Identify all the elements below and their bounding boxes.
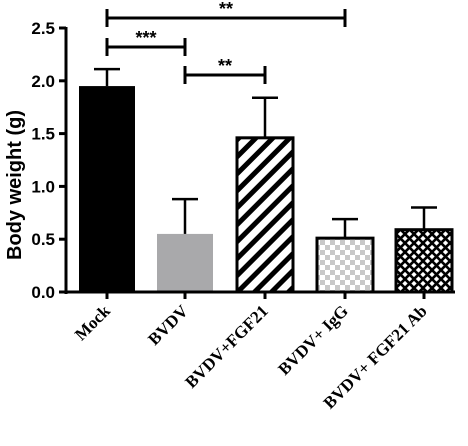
error-bars xyxy=(94,67,437,239)
y-tick-label: 2.0 xyxy=(31,72,55,91)
x-category-label: BVDV+FGF21 xyxy=(181,301,271,391)
bar-1 xyxy=(157,233,213,292)
y-tick-label: 1.5 xyxy=(31,125,55,144)
bar-4 xyxy=(394,228,454,294)
y-axis: 0.0 0.5 1.0 1.5 2.0 2.5 xyxy=(31,19,68,302)
y-tick-label: 0.0 xyxy=(31,283,55,302)
y-axis-label: Body weight (g) xyxy=(4,110,26,260)
bar-0 xyxy=(79,86,135,292)
x-category-label: BVDV+ IgG xyxy=(274,301,351,378)
y-tick-label: 0.5 xyxy=(31,230,55,249)
bars xyxy=(79,86,454,294)
x-category-label: Mock xyxy=(71,301,114,344)
significance-label: ** xyxy=(219,0,233,19)
y-tick-label: 2.5 xyxy=(31,19,55,38)
x-category-label: BVDV xyxy=(144,301,192,349)
bar-3 xyxy=(315,236,375,294)
significance-label: *** xyxy=(135,28,156,48)
significance-brackets: ******* xyxy=(105,0,347,84)
y-tick-label: 1.0 xyxy=(31,177,55,196)
bar-2 xyxy=(235,136,295,294)
significance-label: ** xyxy=(218,56,232,76)
